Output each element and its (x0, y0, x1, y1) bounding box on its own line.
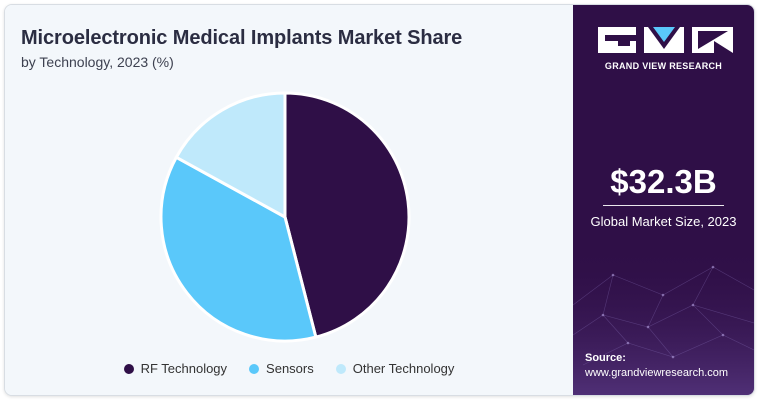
pie-slice-sensors (159, 155, 318, 343)
network-background-graphic (573, 245, 754, 395)
chart-card: Microelectronic Medical Implants Market … (4, 4, 755, 396)
legend-label: Sensors (266, 361, 314, 376)
pie-slice-rf-technology (283, 91, 411, 339)
market-size-value: $32.3B (610, 163, 717, 200)
divider (603, 205, 724, 206)
legend-label: RF Technology (140, 361, 228, 376)
source-link[interactable]: www.grandviewresearch.com (585, 367, 729, 379)
chart-legend: RF Technology Sensors Other Technology (5, 361, 573, 376)
chart-title: Microelectronic Medical Implants Market … (21, 27, 463, 49)
info-sidebar: GRAND VIEW RESEARCH $32.3B Global Market… (573, 5, 754, 395)
legend-item-rf-technology: RF Technology (123, 361, 228, 376)
pie-chart (159, 91, 411, 343)
legend-swatch (123, 363, 134, 374)
legend-swatch (249, 363, 260, 374)
legend-item-sensors: Sensors (249, 361, 314, 376)
legend-label: Other Technology (352, 361, 455, 376)
source-label: Source: (585, 352, 626, 364)
legend-item-other-technology: Other Technology (335, 361, 455, 376)
grand-view-research-logo (598, 27, 733, 53)
market-size-label: Global Market Size, 2023 (590, 214, 737, 229)
chart-panel: Microelectronic Medical Implants Market … (5, 5, 573, 395)
chart-subtitle: by Technology, 2023 (%) (21, 54, 174, 70)
legend-swatch (335, 363, 346, 374)
logo-text: GRAND VIEW RESEARCH (604, 61, 723, 71)
pie-slice-other-technology (174, 91, 287, 219)
